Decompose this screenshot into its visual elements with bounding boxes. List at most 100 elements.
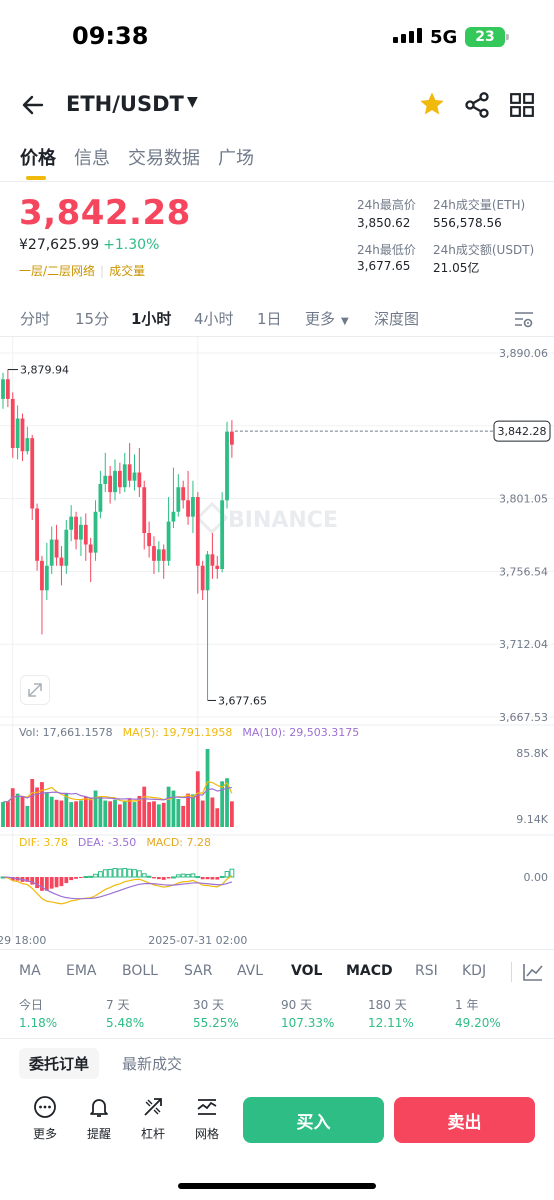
interval-bar: 分时 15分 1小时 4小时 1日 更多 ▼ 深度图: [0, 304, 554, 334]
grid-icon[interactable]: [509, 92, 535, 118]
candle-body: [40, 560, 44, 591]
indicator-macd[interactable]: MACD: [346, 963, 393, 979]
macd-histogram-bar: [161, 877, 166, 880]
interval-more-label: 更多: [305, 310, 336, 328]
y-tick-label: 3,890.06: [499, 347, 548, 360]
sell-button[interactable]: 卖出: [394, 1097, 535, 1143]
volume-bar: [229, 801, 234, 827]
macd-histogram-bar: [88, 875, 94, 878]
perf-value: 1.18%: [19, 1016, 58, 1030]
more-button[interactable]: 更多: [25, 1095, 65, 1142]
y-tick-label: 3,801.05: [499, 493, 548, 506]
tab-latest-trades[interactable]: 最新成交: [122, 1055, 183, 1073]
macd-histogram-bar: [112, 868, 118, 878]
volume-bar: [103, 800, 108, 827]
x-axis-label: 07-29 18:00: [0, 934, 46, 947]
x-axis-label: 2025-07-31 02:00: [148, 934, 247, 947]
macd-value: MACD: 7.28: [146, 836, 211, 849]
volume-bar: [225, 778, 229, 827]
tab-open-orders[interactable]: 委托订单: [19, 1048, 100, 1079]
volume-bar: [137, 795, 142, 827]
macd-histogram-bar: [215, 877, 220, 880]
indicator-ema[interactable]: EMA: [66, 963, 97, 979]
volume-bar: [127, 798, 132, 827]
vol-usdt-label: 24h成交额(USDT): [433, 243, 535, 257]
share-icon[interactable]: [463, 91, 491, 119]
back-arrow-icon[interactable]: [18, 90, 48, 120]
leverage-button[interactable]: 杠杆: [133, 1095, 173, 1142]
volume-bar: [142, 786, 147, 827]
volume-bar: [200, 800, 205, 827]
candle-body: [30, 438, 35, 509]
candle-body: [132, 472, 137, 481]
interval-1d[interactable]: 1日: [257, 310, 282, 328]
price-change: +1.30%: [103, 237, 160, 253]
perf-value: 49.20%: [455, 1016, 501, 1030]
volume-bar: [156, 804, 161, 827]
indicator-kdj[interactable]: KDJ: [462, 963, 487, 979]
macd-histogram-bar: [79, 877, 83, 878]
volume-bar: [171, 790, 176, 827]
pair-title[interactable]: ETH/USDT: [66, 92, 184, 116]
interval-time-share[interactable]: 分时: [20, 310, 51, 328]
macd-zero-label: 0.00: [524, 871, 549, 884]
chevron-down-icon: ▼: [341, 316, 349, 327]
price-chart[interactable]: 3,890.063,845.553,801.053,756.543,712.04…: [0, 337, 554, 949]
candle-body: [35, 508, 39, 561]
indicator-boll[interactable]: BOLL: [122, 963, 158, 979]
candle-body: [1, 379, 5, 399]
tab-price[interactable]: 价格: [20, 144, 56, 180]
volume-bar: [117, 804, 122, 827]
perf-value: 5.48%: [106, 1016, 145, 1030]
indicator-sar[interactable]: SAR: [184, 963, 213, 979]
divider: [0, 181, 554, 182]
grid-trading-button[interactable]: 网格: [187, 1095, 227, 1142]
candle-body: [166, 521, 171, 561]
tab-info[interactable]: 信息: [74, 148, 110, 169]
price-tags: 一层/二层网络 | 成交量: [19, 264, 146, 278]
interval-more[interactable]: 更多 ▼: [305, 308, 349, 329]
candle-body: [191, 497, 195, 517]
expand-chart-button[interactable]: [20, 675, 50, 705]
network-label: 5G: [430, 27, 458, 48]
macd-dif-line: [2, 875, 233, 905]
divider: [511, 962, 512, 982]
macd-histogram-bar: [185, 873, 191, 878]
tag-layer-network[interactable]: 一层/二层网络: [19, 264, 96, 278]
grid-trading-label: 网格: [194, 1127, 219, 1141]
candle-body: [117, 470, 122, 488]
macd-histogram-bar: [44, 877, 49, 891]
watermark-logo: [195, 501, 229, 535]
indicator-vol[interactable]: VOL: [291, 963, 323, 979]
interval-1h[interactable]: 1小时: [131, 310, 172, 328]
tag-volume[interactable]: 成交量: [109, 264, 146, 278]
buy-button[interactable]: 买入: [243, 1097, 384, 1143]
star-icon[interactable]: [418, 90, 446, 118]
macd-histogram-bar: [93, 873, 98, 878]
tab-square[interactable]: 广场: [218, 148, 254, 169]
perf-value: 107.33%: [281, 1016, 335, 1030]
volume-bar: [215, 808, 220, 827]
chart-settings-icon[interactable]: [513, 309, 535, 329]
macd-histogram-bar: [64, 877, 69, 884]
bottom-action-bar: 更多 提醒 杠杆 网格 买入 卖出: [0, 1093, 554, 1153]
interval-15m[interactable]: 15分: [75, 310, 110, 328]
interval-4h[interactable]: 4小时: [194, 310, 234, 328]
candle-body: [98, 483, 103, 512]
indicator-avl[interactable]: AVL: [237, 963, 264, 979]
candle-body: [49, 539, 54, 566]
candle-body: [195, 497, 200, 566]
interval-depth[interactable]: 深度图: [374, 310, 420, 328]
vol-min-label: 9.14K: [516, 813, 548, 826]
indicator-rsi[interactable]: RSI: [415, 963, 438, 979]
vol-usdt-value: 21.05亿: [433, 261, 480, 275]
volume-bar: [191, 794, 195, 827]
candle-body: [176, 487, 181, 512]
indicator-settings-icon[interactable]: [522, 962, 544, 982]
macd-histogram-bar: [171, 876, 176, 879]
candle-body: [161, 549, 166, 561]
tab-trading-data[interactable]: 交易数据: [128, 148, 200, 169]
pair-dropdown-icon[interactable]: ▼: [187, 94, 198, 110]
alert-button[interactable]: 提醒: [79, 1095, 119, 1142]
indicator-ma[interactable]: MA: [19, 963, 41, 979]
